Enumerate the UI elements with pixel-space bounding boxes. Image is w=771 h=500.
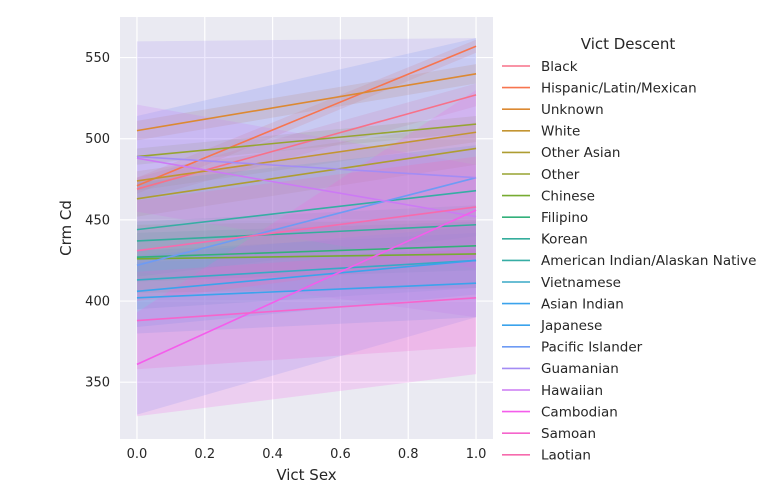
legend-label: Guamanian <box>541 361 619 377</box>
series-line <box>136 282 477 299</box>
legend-label: White <box>541 124 580 140</box>
series-line <box>136 123 477 158</box>
legend-title: Vict Descent <box>581 35 676 53</box>
y-tick-label: 450 <box>85 213 110 228</box>
legend-label: Korean <box>541 232 588 248</box>
y-tick-label: 550 <box>85 51 110 66</box>
legend-label: Other Asian <box>541 145 620 161</box>
x-tick-label: 0.0 <box>127 447 148 462</box>
legend-label: Laotian <box>541 448 591 464</box>
series-line <box>136 73 477 132</box>
y-tick-label: 400 <box>85 295 110 310</box>
legend-label: Pacific Islander <box>541 340 643 356</box>
legend-label: Samoan <box>541 426 596 442</box>
legend-label: Unknown <box>541 102 604 118</box>
legend-label: Hispanic/Latin/Mexican <box>541 80 697 96</box>
series-line <box>136 259 477 281</box>
legend: Vict Descent Black Hispanic/Latin/Mexican… <box>502 35 756 464</box>
plot-background <box>120 17 493 439</box>
x-tick-label: 0.8 <box>398 447 419 462</box>
series-line <box>136 223 477 242</box>
series-line <box>136 206 477 252</box>
series-line <box>136 157 477 218</box>
series-line <box>136 155 477 179</box>
series-line <box>136 45 477 187</box>
series-line <box>136 209 477 366</box>
legend-label: American Indian/Alaskan Native <box>541 253 756 269</box>
series-line <box>136 253 477 260</box>
confidence-band <box>136 90 477 417</box>
confidence-band <box>136 132 477 217</box>
confidence-band <box>136 232 477 310</box>
legend-label: Black <box>541 59 578 75</box>
legend-label: Filipino <box>541 210 588 226</box>
legend-label: Vietnamese <box>541 275 621 291</box>
series-line <box>136 296 477 322</box>
legend-label: Chinese <box>541 188 595 204</box>
legend-label: Asian Indian <box>541 296 624 312</box>
x-tick-label: 0.6 <box>330 447 351 462</box>
x-tick-label: 0.2 <box>194 447 215 462</box>
series-line <box>136 259 477 293</box>
y-axis-title: Crm Cd <box>57 200 75 256</box>
series-line <box>136 176 477 267</box>
legend-label: Japanese <box>540 318 602 334</box>
series-line <box>136 131 477 182</box>
confidence-band <box>136 226 477 328</box>
series-lines <box>136 45 477 366</box>
series-line <box>136 245 477 259</box>
confidence-band <box>136 249 477 334</box>
x-tick-label: 0.4 <box>262 447 283 462</box>
x-tick-label: 1.0 <box>466 447 487 462</box>
series-line <box>136 189 477 231</box>
y-tick-labels: 350 400 450 500 550 <box>85 51 110 391</box>
legend-label: Hawaiian <box>541 383 603 399</box>
legend-label: Other <box>541 167 580 183</box>
confidence-band <box>136 38 477 318</box>
x-tick-labels: 0.0 0.2 0.4 0.6 0.8 1.0 <box>127 447 487 462</box>
y-tick-label: 500 <box>85 132 110 147</box>
x-axis-title: Vict Sex <box>276 466 336 484</box>
legend-label: Cambodian <box>541 404 618 420</box>
y-tick-label: 350 <box>85 376 110 391</box>
series-line <box>136 147 477 200</box>
